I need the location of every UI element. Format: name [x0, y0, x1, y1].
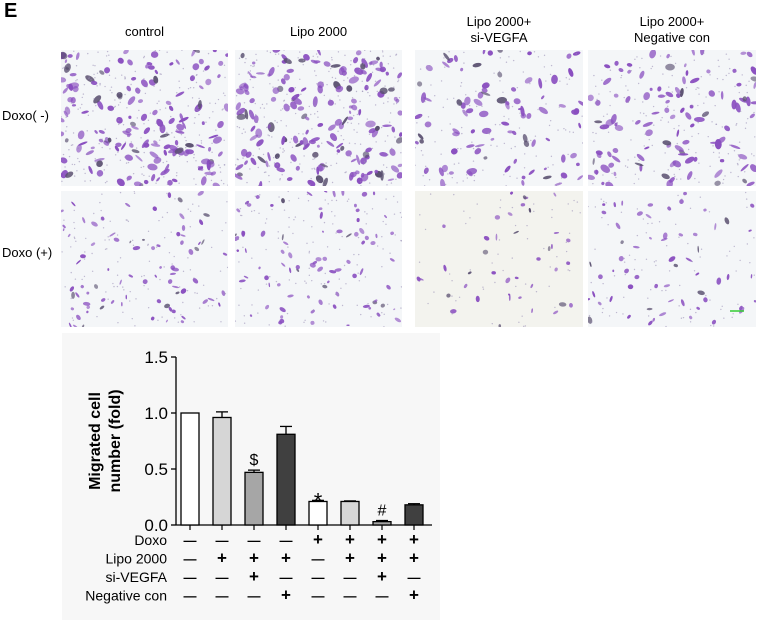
y-tick-label: 0.0: [144, 516, 168, 535]
condition-label: si-VEGFA: [106, 569, 168, 585]
condition-sign: —: [216, 533, 229, 548]
micrograph: [588, 50, 756, 186]
bar: [340, 500, 360, 526]
y-axis-label: number (fold): [107, 389, 124, 492]
condition-sign: +: [377, 549, 387, 568]
y-tick-label: 0.5: [144, 460, 168, 479]
condition-sign: —: [344, 589, 357, 604]
condition-sign: —: [216, 589, 229, 604]
condition-sign: —: [312, 552, 325, 567]
row-header: Doxo (+): [2, 245, 53, 260]
bar: [372, 520, 392, 526]
condition-sign: —: [376, 589, 389, 604]
bar: [404, 504, 424, 526]
significance-mark: *: [314, 488, 323, 513]
condition-sign: +: [377, 530, 387, 549]
micrograph: [415, 50, 583, 186]
condition-sign: —: [248, 533, 261, 548]
panel-letter: E: [4, 0, 18, 22]
condition-sign: —: [312, 570, 325, 585]
condition-sign: +: [377, 567, 387, 586]
condition-sign: —: [248, 589, 261, 604]
bar: [244, 471, 264, 526]
significance-mark: #: [378, 503, 387, 520]
condition-sign: —: [184, 589, 197, 604]
bar: [308, 500, 328, 526]
condition-sign: +: [249, 549, 259, 568]
micrograph: [235, 191, 402, 327]
condition-label: Doxo: [134, 532, 167, 548]
bar: [180, 412, 200, 526]
micrograph: [588, 191, 756, 327]
column-header: Lipo 2000+ si-VEGFA: [466, 14, 532, 45]
micrograph: [415, 191, 583, 327]
condition-sign: +: [281, 549, 291, 568]
condition-sign: +: [281, 586, 291, 605]
condition-sign: +: [345, 549, 355, 568]
y-tick-label: 1.0: [144, 404, 168, 423]
condition-sign: +: [249, 567, 259, 586]
condition-sign: —: [312, 589, 325, 604]
condition-sign: —: [184, 570, 197, 585]
condition-sign: +: [409, 549, 419, 568]
condition-sign: —: [408, 570, 421, 585]
condition-sign: —: [184, 552, 197, 567]
y-tick-label: 1.5: [144, 348, 168, 367]
micrograph: [235, 50, 402, 186]
condition-sign: +: [409, 586, 419, 605]
condition-sign: —: [184, 533, 197, 548]
micrograph: [61, 50, 228, 186]
condition-label: Lipo 2000: [105, 551, 167, 567]
condition-sign: +: [313, 530, 323, 549]
row-header: Doxo( -): [2, 108, 49, 123]
condition-sign: +: [345, 530, 355, 549]
column-header: control: [124, 24, 165, 39]
condition-sign: —: [344, 570, 357, 585]
condition-sign: —: [216, 570, 229, 585]
column-header: Lipo 2000: [289, 24, 348, 39]
bar: [212, 416, 232, 526]
condition-label: Negative con: [85, 588, 167, 604]
bar: [276, 433, 296, 526]
condition-sign: —: [280, 570, 293, 585]
condition-sign: +: [217, 549, 227, 568]
condition-sign: —: [280, 533, 293, 548]
significance-mark: $: [250, 452, 259, 469]
micrograph: [61, 191, 228, 327]
y-axis-label: Migrated cell: [87, 392, 104, 490]
condition-sign: +: [409, 530, 419, 549]
column-header: Lipo 2000+ Negative con: [634, 14, 710, 45]
